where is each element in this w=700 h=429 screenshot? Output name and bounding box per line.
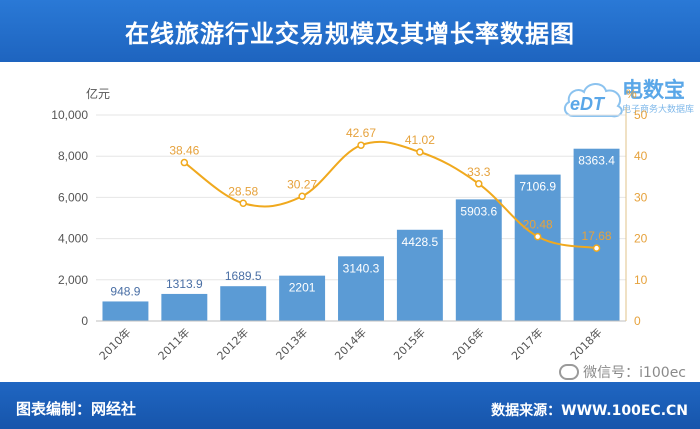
growth-point bbox=[298, 192, 306, 201]
growth-value-label: 41.02 bbox=[405, 133, 435, 147]
y-tick-right: 0 bbox=[634, 314, 641, 328]
bar-value-label: 7106.9 bbox=[519, 180, 556, 194]
x-tick-label: 2010年 bbox=[96, 325, 133, 362]
growth-point bbox=[416, 148, 424, 156]
x-tick-label: 2017年 bbox=[508, 325, 545, 362]
bar-value-label: 1689.5 bbox=[225, 269, 262, 283]
wechat-icon bbox=[559, 364, 580, 380]
bar bbox=[514, 174, 561, 321]
y-tick-left: 4,000 bbox=[58, 232, 88, 246]
bar-value-label: 948.9 bbox=[110, 284, 140, 298]
bar-value-label: 5903.6 bbox=[460, 204, 497, 218]
labels-layer: 948.9 1313.9 1689.5 2201 3140.3 4428.5 5903.6 7… bbox=[110, 126, 615, 298]
logo-cloud-text: eDT bbox=[570, 94, 605, 114]
y-axis-right-label: % bbox=[626, 87, 637, 101]
y-tick-right: 50 bbox=[634, 108, 648, 122]
growth-point bbox=[239, 199, 247, 208]
y-axis-left-label: 亿元 bbox=[86, 86, 110, 101]
x-tick-label: 2014年 bbox=[332, 325, 369, 362]
logo-title: 电数宝 bbox=[622, 78, 685, 102]
footer-band: 图表编制：网经社 数据来源：WWW.100EC.CN bbox=[0, 382, 700, 429]
growth-value-label: 33.3 bbox=[467, 165, 491, 179]
growth-value-label: 42.67 bbox=[346, 126, 376, 140]
y-tick-right: 20 bbox=[634, 232, 648, 246]
growth-point bbox=[592, 244, 601, 252]
bar-value-label: 8363.4 bbox=[578, 154, 615, 168]
y-tick-left: 0 bbox=[81, 314, 88, 328]
growth-value-label: 28.58 bbox=[228, 184, 258, 198]
bar bbox=[279, 275, 326, 321]
bar bbox=[455, 199, 502, 321]
bars-layer bbox=[102, 148, 620, 321]
header-band: 在线旅游行业交易规模及其增长率数据图 bbox=[0, 0, 700, 62]
bar bbox=[102, 301, 149, 321]
y-tick-left: 2,000 bbox=[58, 273, 88, 287]
growth-value-label: 20.48 bbox=[523, 218, 553, 232]
logo-subtitle: 电子商务大数据库 bbox=[622, 105, 695, 115]
y-tick-right: 40 bbox=[634, 149, 648, 163]
bar bbox=[338, 256, 384, 321]
growth-value-label: 38.46 bbox=[169, 144, 199, 158]
cloud-icon bbox=[563, 83, 623, 118]
edt-logo: eDT 电数宝 电子商务大数据库 bbox=[560, 68, 696, 126]
line-layer bbox=[180, 140, 601, 252]
growth-point bbox=[533, 232, 542, 241]
bar-value-label: 4428.5 bbox=[402, 235, 439, 249]
y-tick-left: 6,000 bbox=[58, 190, 88, 204]
bar-value-label: 3140.3 bbox=[343, 261, 380, 275]
growth-line bbox=[183, 140, 597, 250]
y-tick-right: 30 bbox=[634, 190, 648, 204]
bar bbox=[573, 148, 620, 321]
bar bbox=[396, 229, 443, 321]
bar-value-label: 2201 bbox=[289, 281, 316, 295]
x-tick-label: 2015年 bbox=[391, 325, 428, 362]
chart-title: 在线旅游行业交易规模及其增长率数据图 bbox=[125, 19, 575, 48]
growth-point bbox=[475, 180, 483, 188]
wechat-watermark: 微信号：i100ec bbox=[559, 362, 686, 382]
wechat-id: 微信号：i100ec bbox=[583, 365, 686, 381]
x-tick-label: 2011年 bbox=[155, 325, 192, 362]
footer-source: 数据来源：WWW.100EC.CN bbox=[491, 403, 688, 419]
y-tick-left: 10,000 bbox=[51, 108, 88, 122]
bar bbox=[220, 286, 267, 321]
growth-point bbox=[180, 158, 189, 167]
growth-value-label: 30.27 bbox=[287, 177, 317, 191]
x-tick-label: 2013年 bbox=[273, 325, 310, 362]
x-tick-label: 2012年 bbox=[214, 325, 251, 362]
y-tick-left: 8,000 bbox=[58, 149, 88, 163]
footer-credit: 图表编制：网经社 bbox=[16, 400, 137, 418]
y-tick-right: 10 bbox=[634, 273, 648, 287]
bar-value-label: 1313.9 bbox=[166, 277, 203, 291]
bar bbox=[161, 293, 208, 321]
growth-point bbox=[357, 141, 365, 149]
x-tick-label: 2018年 bbox=[567, 325, 604, 362]
growth-value-label: 17.68 bbox=[582, 229, 612, 243]
x-tick-label: 2016年 bbox=[449, 325, 486, 362]
